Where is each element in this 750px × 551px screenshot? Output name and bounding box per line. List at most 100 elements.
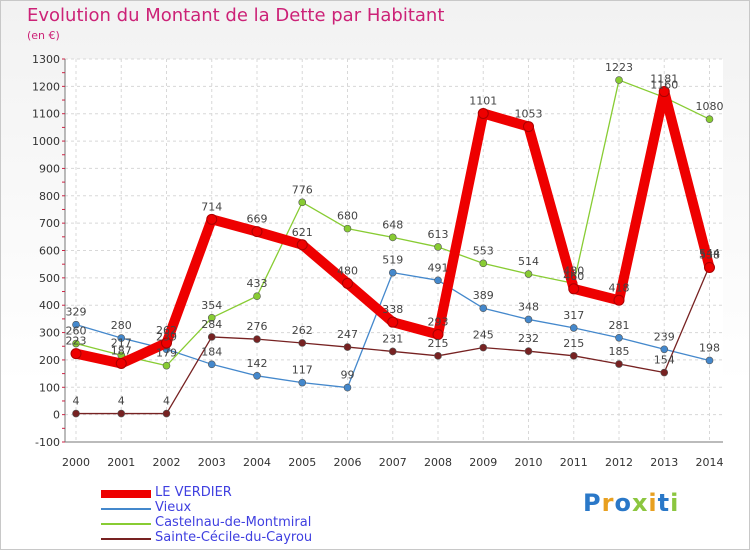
data-point	[658, 86, 670, 98]
data-label: 491	[428, 261, 449, 274]
data-label: 198	[699, 341, 720, 354]
data-label: 262	[156, 324, 177, 337]
data-point	[704, 261, 715, 273]
data-point	[434, 276, 442, 285]
data-label: 142	[247, 357, 268, 370]
data-label: 247	[337, 328, 358, 341]
data-label: 262	[292, 324, 313, 337]
legend-swatch	[101, 508, 151, 510]
data-point	[253, 335, 261, 343]
x-tick-label: 2010	[515, 456, 543, 469]
data-label: 281	[609, 319, 630, 332]
data-label: 553	[473, 244, 494, 257]
data-point	[296, 239, 308, 251]
data-point	[343, 383, 352, 392]
data-point	[613, 294, 625, 306]
data-point	[615, 333, 623, 342]
data-point	[207, 360, 216, 369]
data-label: 317	[563, 309, 584, 322]
logo-letter: P	[583, 489, 602, 517]
data-label: 1223	[605, 61, 633, 74]
legend-label: Sainte-Cécile-du-Cayrou	[155, 530, 313, 545]
data-label: 4	[163, 395, 170, 408]
data-point	[388, 233, 397, 242]
y-tick-label: 400	[39, 299, 60, 312]
x-tick-label: 2005	[288, 456, 316, 469]
data-point	[615, 76, 623, 84]
data-label: 680	[337, 210, 358, 223]
data-label: 1053	[515, 108, 543, 121]
data-point	[434, 243, 442, 251]
data-point	[298, 339, 307, 347]
data-label: 1080	[696, 100, 724, 113]
y-tick-label: 1000	[32, 135, 60, 148]
data-point	[72, 409, 80, 418]
logo-letter: i	[648, 489, 658, 517]
data-label: 4	[118, 395, 125, 408]
data-point	[70, 348, 82, 360]
x-tick-label: 2008	[424, 456, 452, 469]
data-label: 714	[201, 200, 222, 213]
data-label: 217	[111, 336, 132, 349]
x-tick-label: 2014	[696, 456, 724, 469]
y-tick-label: 100	[39, 381, 60, 394]
y-tick-label: -100	[35, 436, 60, 449]
data-label: 239	[654, 330, 675, 343]
data-point	[524, 347, 533, 355]
data-label: 260	[66, 325, 87, 338]
y-tick-label: 800	[39, 190, 60, 203]
data-label: 154	[654, 354, 675, 367]
legend-label: Castelnau-de-Montmiral	[155, 515, 312, 530]
data-label: 284	[201, 318, 222, 331]
legend-label: LE VERDIER	[155, 485, 232, 500]
data-label: 544	[699, 247, 720, 260]
data-point	[117, 334, 126, 342]
y-tick-label: 700	[39, 217, 60, 230]
logo-letter: r	[601, 489, 615, 517]
legend-swatch	[101, 490, 151, 498]
x-tick-label: 2007	[379, 456, 407, 469]
x-tick-label: 2001	[107, 456, 135, 469]
data-point	[434, 352, 442, 360]
data-point	[479, 259, 488, 268]
data-label: 538	[699, 248, 720, 261]
legend-label: Vieux	[155, 500, 192, 515]
logo-letter: o	[614, 489, 632, 517]
data-point	[432, 328, 444, 340]
data-label: 460	[563, 270, 584, 283]
data-label: 215	[428, 337, 449, 350]
data-label: 276	[247, 320, 268, 333]
data-point	[343, 343, 352, 351]
data-label: 519	[382, 254, 403, 267]
data-point	[72, 320, 80, 329]
data-label: 329	[66, 306, 87, 319]
data-label: 1181	[650, 73, 678, 86]
data-label: 338	[382, 303, 403, 316]
x-tick-label: 2009	[469, 456, 497, 469]
data-point	[660, 345, 669, 354]
y-tick-label: 200	[39, 354, 60, 367]
y-axis-unit: (en €)	[27, 29, 60, 42]
data-label: 514	[518, 255, 539, 268]
data-point	[207, 313, 216, 322]
data-point	[524, 270, 533, 278]
data-point	[569, 352, 578, 360]
data-point	[253, 292, 261, 300]
data-point	[705, 115, 714, 123]
data-label: 215	[563, 337, 584, 350]
x-tick-label: 2011	[560, 456, 588, 469]
data-point	[298, 198, 307, 207]
logo-letter: x	[631, 489, 649, 517]
data-label: 184	[201, 345, 222, 358]
x-tick-label: 2003	[198, 456, 226, 469]
data-label: 621	[292, 226, 313, 239]
data-point	[569, 324, 578, 332]
logo-letter: t	[657, 489, 671, 517]
chart-title: Evolution du Montant de la Dette par Hab…	[27, 5, 445, 26]
data-point	[388, 347, 397, 356]
data-label: 433	[247, 277, 268, 290]
data-label: 117	[292, 364, 313, 377]
data-point	[477, 107, 489, 119]
data-point	[117, 409, 126, 418]
